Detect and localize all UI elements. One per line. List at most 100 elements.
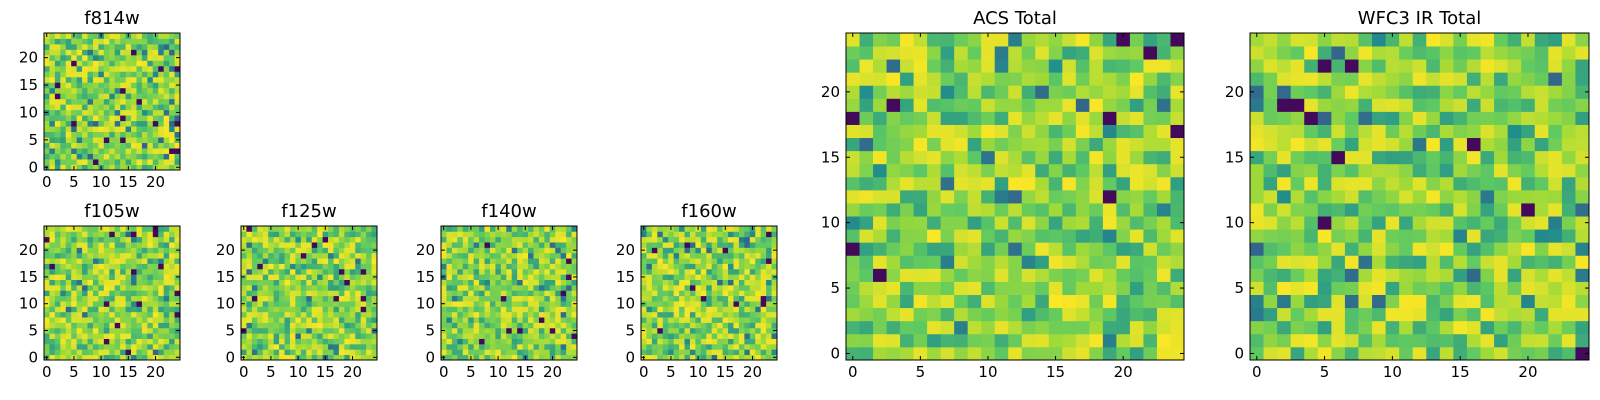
heatmap-cell [158,284,165,291]
heatmap-cell [257,274,264,280]
heatmap-cell [886,150,901,165]
heatmap-cell [755,322,762,329]
heatmap-cell [468,247,475,254]
heatmap-cell [668,306,675,313]
heatmap-cell [109,164,116,171]
heatmap-cell [251,295,258,302]
heatmap-cell [147,109,154,116]
heatmap-cell [544,343,551,350]
heatmap-cell [98,60,105,67]
heatmap-cell [152,268,159,275]
heatmap-cell [60,322,67,329]
heatmap-cell [738,247,745,254]
heatmap-cell [473,338,480,345]
heatmap-cell [528,226,534,232]
heatmap-cell [1008,189,1023,204]
heatmap-cell [441,311,447,318]
heatmap-cell [1277,111,1292,125]
panel-title: WFC3 IR Total [1358,8,1481,29]
heatmap-cell [174,263,181,270]
heatmap-cell [679,284,685,291]
heatmap-cell [679,327,685,334]
heatmap-cell [328,258,334,264]
heatmap-cell [246,236,253,243]
heatmap-cell [479,327,485,334]
heatmap-cell [92,317,99,323]
heatmap-cell [668,338,675,345]
heatmap-cell [684,306,691,313]
heatmap-cell [241,258,247,264]
heatmap-cell [722,268,729,275]
heatmap-cell [131,159,137,165]
heatmap-cell [722,311,729,318]
heatmap-cell [451,301,458,307]
heatmap-cell [360,354,367,361]
heatmap-cell [766,274,772,280]
heatmap-cell [82,226,88,232]
heatmap-cell [538,311,545,318]
heatmap-cell [722,279,729,286]
heatmap-cell [566,311,572,318]
heatmap-cell [646,306,653,313]
heatmap-cell [522,301,529,307]
heatmap-cell [668,242,675,248]
heatmap-cell [300,268,307,275]
x-tick-label: 5 [1320,363,1330,381]
heatmap-cell [92,231,99,238]
heatmap-cell [717,268,723,275]
heatmap-cell [44,311,50,318]
heatmap-cell [738,349,745,356]
heatmap-cell [60,284,67,291]
heatmap-cell [1143,203,1158,217]
heatmap-cell [1548,72,1563,86]
heatmap-cell [257,284,264,291]
heatmap-cell [859,72,874,86]
heatmap-cell [152,98,159,105]
heatmap-cell [500,311,507,318]
heatmap-cell [679,268,685,275]
heatmap-cell [700,247,707,254]
heatmap-cell [338,333,345,339]
heatmap-cell [163,87,170,94]
heatmap-cell [728,284,734,291]
heatmap-cell [87,93,94,100]
x-tick-label: 10 [289,363,308,381]
heatmap-cell [98,54,105,61]
heatmap-cell [1035,59,1050,73]
heatmap-cell [1250,281,1264,295]
heatmap-cell [131,349,137,356]
heatmap-cell [1426,307,1441,322]
x-tick-label: 0 [639,363,649,381]
heatmap-cell [311,311,318,318]
heatmap-cell [1277,320,1292,335]
heatmap-cell [451,263,458,270]
heatmap-cell [65,60,72,67]
heatmap-cell [279,274,285,280]
heatmap-cell [771,263,778,270]
heatmap-cell [755,242,762,248]
heatmap-cell [700,306,707,313]
heatmap-cell [366,338,372,345]
heatmap-cell [1385,163,1400,178]
heatmap-cell [462,236,469,243]
heatmap-cell [1317,163,1332,178]
heatmap-cell [533,349,540,356]
heatmap-cell [174,333,181,339]
heatmap-cell [65,231,72,238]
heatmap-cell [517,236,523,243]
heatmap-cell [533,338,540,345]
heatmap-cell [103,290,110,297]
heatmap-cell [1075,229,1090,243]
heatmap-cell [92,306,99,313]
heatmap-cell [673,274,680,280]
heatmap-cell [317,311,323,318]
heatmap-cell [120,71,126,78]
heatmap-cell [158,295,165,302]
heatmap-cell [87,327,94,334]
heatmap-cell [662,301,669,307]
heatmap-cell [538,354,545,361]
heatmap-cell [462,226,469,232]
heatmap-cell [1385,268,1400,282]
heatmap-cell [484,333,491,339]
heatmap-cell [257,333,264,339]
